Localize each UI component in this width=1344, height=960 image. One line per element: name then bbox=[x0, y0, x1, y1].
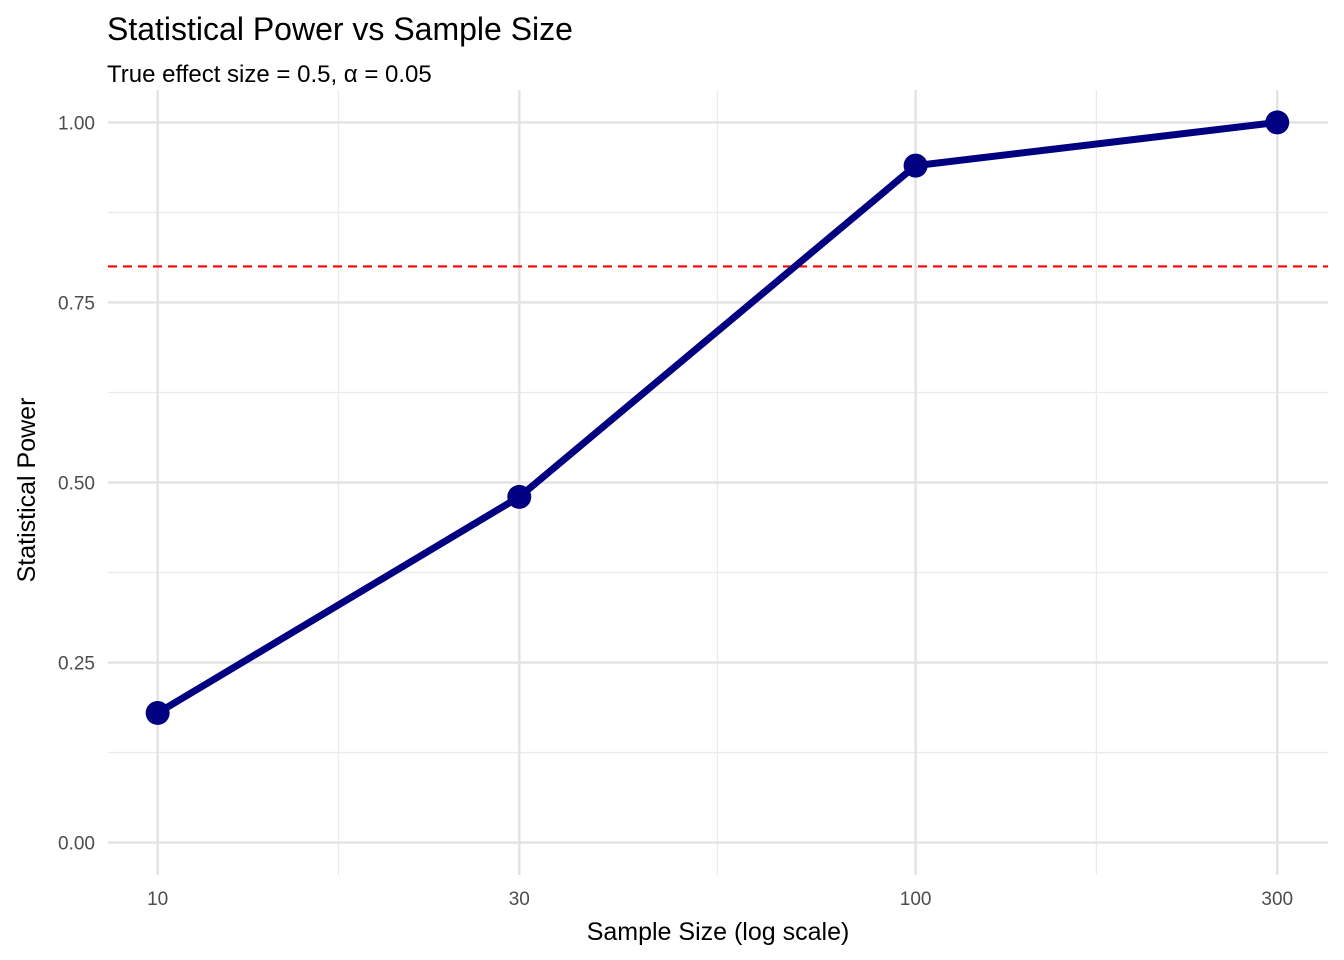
data-point bbox=[145, 700, 170, 725]
x-tick-label: 300 bbox=[1261, 889, 1293, 910]
x-tick-labels: 10 30 100 300 bbox=[147, 889, 1293, 910]
major-gridlines bbox=[108, 90, 1328, 875]
x-tick-label: 30 bbox=[509, 889, 530, 910]
y-tick-label: 0.75 bbox=[58, 293, 95, 314]
x-axis-title: Sample Size (log scale) bbox=[587, 918, 850, 946]
y-tick-label: 1.00 bbox=[58, 113, 95, 134]
y-tick-label: 0.25 bbox=[58, 654, 95, 675]
y-tick-label: 0.50 bbox=[58, 474, 95, 495]
x-tick-label: 10 bbox=[147, 889, 168, 910]
chart-subtitle: True effect size = 0.5, α = 0.05 bbox=[107, 61, 432, 88]
data-point bbox=[507, 484, 532, 509]
series-group bbox=[145, 110, 1290, 725]
x-tick-label: 100 bbox=[900, 889, 932, 910]
power-line bbox=[154, 118, 1281, 717]
y-axis-title: Statistical Power bbox=[13, 398, 41, 583]
y-tick-labels: 0.00 0.25 0.50 0.75 1.00 bbox=[58, 113, 95, 854]
y-tick-label: 0.00 bbox=[58, 834, 95, 855]
chart-title: Statistical Power vs Sample Size bbox=[107, 11, 573, 47]
data-point bbox=[903, 153, 928, 178]
data-point bbox=[1265, 110, 1290, 135]
